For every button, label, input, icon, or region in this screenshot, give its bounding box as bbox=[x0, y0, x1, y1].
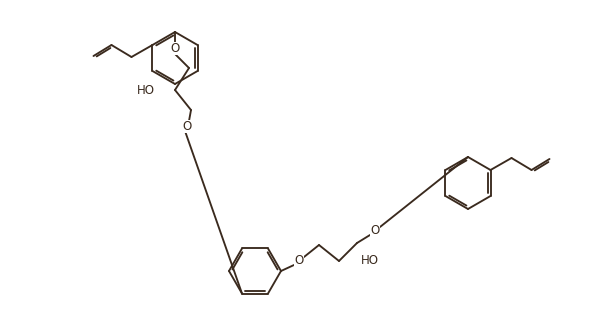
Text: O: O bbox=[371, 225, 380, 238]
Text: O: O bbox=[170, 41, 179, 54]
Text: O: O bbox=[182, 120, 192, 132]
Text: O: O bbox=[295, 255, 304, 268]
Text: HO: HO bbox=[361, 255, 379, 268]
Text: HO: HO bbox=[137, 83, 155, 96]
